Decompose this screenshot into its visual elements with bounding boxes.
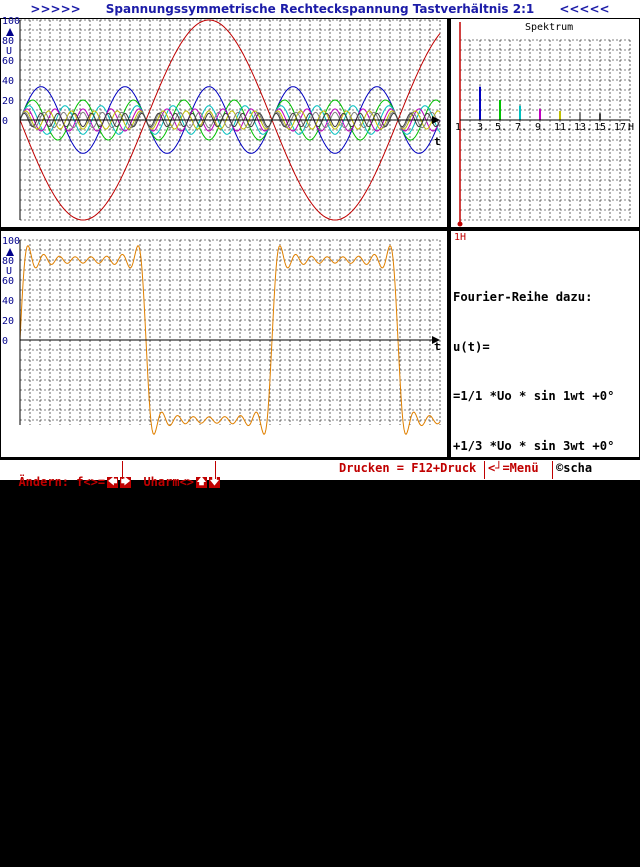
fourier-term-5: +1/5 *Uo * sin 5wt +0°: [453, 488, 615, 502]
status-separator: [484, 461, 485, 479]
bottom-y-arrow-icon: [6, 248, 14, 256]
fourier-term-9: +1/9 *Uo * sin 9wt +0°: [453, 587, 615, 601]
plot-axes: [19, 20, 630, 425]
bottom-x-axis-label: t: [434, 340, 441, 353]
status-separator: [122, 461, 123, 479]
fourier-footer-1: + usw. alle ungerad-: [453, 785, 600, 799]
bottom-y-tick-label: 40: [2, 296, 14, 307]
title-bar: [0, 0, 640, 18]
spectrum-harmonic-label: 5.: [495, 122, 507, 133]
arrow-up-icon[interactable]: 🡅: [196, 477, 208, 488]
change-frequency-control: Ändern: f<>= 🡄 🡆: [4, 461, 132, 489]
spectrum-bars: [479, 86, 601, 120]
harmonic-curve-11: [19, 110, 441, 130]
status-separator: [215, 461, 216, 479]
harmonic-curve-1: [19, 19, 441, 221]
bottom-x-arrow-icon: [432, 336, 440, 344]
bottom-y-tick-label: 20: [2, 316, 14, 327]
sum-curve: [19, 244, 441, 436]
print-hint[interactable]: Drucken = F12+Druck: [339, 461, 477, 475]
change-frequency-label: Ändern: f<>=: [18, 475, 106, 489]
window-title: >>>>> Spannungssymmetrische Rechteckspan…: [0, 0, 640, 18]
fourier-term-13: +1/13*Uo * sin13wt +0°: [453, 686, 615, 700]
spectrum-pane: [450, 18, 640, 228]
fourier-heading: Fourier-Reihe dazu:: [453, 290, 593, 304]
harmonic-curve-13: [19, 111, 441, 129]
fourier-term-7: +1/7 *Uo * sin 7wt +0°: [453, 537, 615, 552]
top-x-arrow-icon: [432, 116, 440, 124]
top-y-arrow-icon: [6, 28, 14, 36]
spectrum-harmonic-label: 13.: [574, 122, 592, 133]
top-y-tick-label: 100: [2, 16, 20, 27]
fourier-footer-2: zahligen Harmonischen: [453, 834, 608, 849]
plot-labels: 100 80 60 40 20 0 Ut 100 80 60 40 20 0 Ut Spektrum 1. 3.…: [2, 16, 634, 353]
bottom-y-tick-label: 80: [2, 256, 14, 267]
fourier-lead: u(t)=: [453, 339, 490, 354]
title-right-marker: <<<<<: [559, 2, 610, 16]
top-y-tick-label: 40: [2, 76, 14, 87]
spectrum-harmonic-label: 7.: [515, 122, 527, 133]
spectrum-title: Spektrum: [525, 22, 573, 33]
spectrum-harmonic-label: 3.: [477, 122, 489, 133]
spectrum-grid: [459, 39, 631, 221]
spectrum-harmonic-label: 15.: [594, 122, 612, 133]
status-separator: [552, 461, 553, 479]
bottom-y-axis-label: U: [6, 266, 12, 277]
top-y-tick-label: 80: [2, 36, 14, 47]
fourier-series-text: Fourier-Reihe dazu: u(t)= =1/1 *Uo * sin…: [453, 256, 637, 867]
title-left-marker: >>>>>: [30, 2, 81, 16]
arrow-left-icon[interactable]: 🡄: [107, 477, 119, 488]
spectrum-harmonic-label: 17.: [614, 122, 632, 133]
status-bar: [0, 460, 640, 480]
fourier-pane: [450, 230, 640, 458]
top-y-axis-label: U: [6, 46, 12, 57]
fourier-term-1: =1/1 *Uo * sin 1wt +0°: [453, 389, 615, 403]
bottom-y-tick-label: 60: [2, 276, 14, 287]
spectrum-harmonic-label: 1.: [455, 122, 467, 133]
top-y-tick-label: 0: [2, 116, 8, 127]
top-y-tick-label: 20: [2, 96, 14, 107]
waveform-graphics: 100 80 60 40 20 0 Ut 100 80 60 40 20 0 Ut Spektrum 1. 3.…: [2, 16, 634, 436]
spectrum-harmonic-label: 11.: [554, 122, 572, 133]
fourier-term-11: +1/11*Uo * sin11wt +0°: [453, 636, 615, 651]
fourier-term-3: +1/3 *Uo * sin 3wt +0°: [453, 438, 615, 453]
title-main-text: Spannungssymmetrische Rechteckspannung T…: [105, 2, 535, 16]
menu-hint[interactable]: <┘=Menü: [488, 461, 539, 475]
fourier-term-15: +1/15*Uo * sin15wt +0°: [453, 735, 615, 750]
spectrum-harmonic-label: 9.: [535, 122, 547, 133]
bottom-y-tick-label: 100: [2, 236, 20, 247]
top-x-axis-label: t: [434, 135, 441, 148]
bottom-y-tick-label: 0: [2, 336, 8, 347]
harmonic-amplitude-control: Uharm<> 🡅 🡇: [129, 461, 221, 489]
copyright: ©scha: [556, 461, 593, 475]
bottom-plot-grid: [19, 239, 441, 425]
spectrum-marker-icon: [457, 221, 463, 227]
spectrum-marker-label: 1H: [454, 232, 466, 243]
sum-waveform: [19, 244, 441, 436]
top-y-tick-label: 60: [2, 56, 14, 67]
harmonic-curve-5: [19, 99, 441, 141]
uharm-label: Uharm<>: [143, 475, 195, 489]
spectrum-harmonic-label: H: [628, 122, 634, 133]
